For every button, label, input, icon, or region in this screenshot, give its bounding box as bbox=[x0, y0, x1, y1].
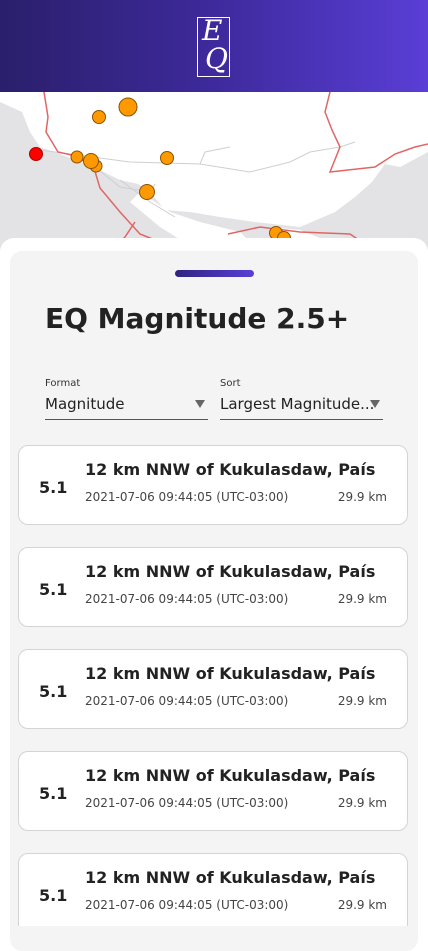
quake-place: 12 km NNW of Kukulasdaw, País bbox=[85, 562, 376, 581]
quake-place: 12 km NNW of Kukulasdaw, País bbox=[85, 460, 376, 479]
quake-card[interactable]: 5.1 12 km NNW of Kukulasdaw, País 2021-0… bbox=[18, 751, 408, 831]
quake-depth: 29.9 km bbox=[337, 796, 387, 810]
format-underline bbox=[45, 418, 208, 420]
quake-time: 2021-07-06 09:44:05 (UTC-03:00) bbox=[85, 796, 289, 810]
quake-marker bbox=[92, 110, 106, 124]
quake-marker bbox=[70, 150, 84, 164]
format-value: Magnitude bbox=[45, 395, 125, 413]
sort-label: Sort bbox=[220, 378, 241, 389]
chevron-down-icon bbox=[370, 400, 380, 408]
page-title: EQ Magnitude 2.5+ bbox=[45, 302, 350, 335]
sheet-drag-handle[interactable] bbox=[175, 270, 254, 277]
quake-depth: 29.9 km bbox=[337, 694, 387, 708]
chevron-down-icon bbox=[195, 400, 205, 408]
sort-select[interactable]: Sort Largest Magnitude... bbox=[220, 378, 383, 420]
quake-place: 12 km NNW of Kukulasdaw, País bbox=[85, 766, 376, 785]
land-central-america bbox=[130, 192, 260, 252]
quake-place: 12 km NNW of Kukulasdaw, País bbox=[85, 664, 376, 683]
quake-card[interactable]: 5.1 12 km NNW of Kukulasdaw, País 2021-0… bbox=[18, 649, 408, 729]
map-graphic bbox=[0, 92, 428, 252]
land-north-america bbox=[0, 92, 428, 227]
quake-marker-recent bbox=[29, 147, 43, 161]
app-header: E Q bbox=[0, 0, 428, 92]
plate-boundary-atlantic bbox=[324, 92, 428, 173]
quake-depth: 29.9 km bbox=[337, 592, 387, 606]
quake-depth: 29.9 km bbox=[337, 490, 387, 504]
quake-place: 12 km NNW of Kukulasdaw, País bbox=[85, 868, 376, 887]
eq-logo: E Q bbox=[197, 14, 230, 77]
quake-magnitude: 5.1 bbox=[39, 682, 68, 701]
quake-magnitude: 5.1 bbox=[39, 886, 68, 905]
quake-marker bbox=[139, 184, 155, 200]
sort-underline bbox=[220, 418, 383, 420]
quake-magnitude: 5.1 bbox=[39, 784, 68, 803]
quake-card[interactable]: 5.1 12 km NNW of Kukulasdaw, País 2021-0… bbox=[18, 547, 408, 627]
earthquake-map[interactable] bbox=[0, 92, 428, 252]
logo-letter-q: Q bbox=[205, 42, 228, 75]
quake-marker bbox=[118, 97, 138, 117]
quake-card[interactable]: 5.1 12 km NNW of Kukulasdaw, País 2021-0… bbox=[18, 853, 408, 926]
quake-marker bbox=[83, 153, 99, 169]
quake-time: 2021-07-06 09:44:05 (UTC-03:00) bbox=[85, 694, 289, 708]
sort-value: Largest Magnitude... bbox=[220, 395, 375, 413]
format-select[interactable]: Format Magnitude bbox=[45, 378, 208, 420]
quake-card[interactable]: 5.1 12 km NNW of Kukulasdaw, País 2021-0… bbox=[18, 445, 408, 525]
quake-marker bbox=[160, 151, 174, 165]
format-label: Format bbox=[45, 378, 81, 389]
quake-time: 2021-07-06 09:44:05 (UTC-03:00) bbox=[85, 898, 289, 912]
quake-magnitude: 5.1 bbox=[39, 580, 68, 599]
quake-depth: 29.9 km bbox=[337, 898, 387, 912]
quake-magnitude: 5.1 bbox=[39, 478, 68, 497]
quake-time: 2021-07-06 09:44:05 (UTC-03:00) bbox=[85, 490, 289, 504]
logo-letter-e: E bbox=[202, 14, 223, 47]
quake-time: 2021-07-06 09:44:05 (UTC-03:00) bbox=[85, 592, 289, 606]
